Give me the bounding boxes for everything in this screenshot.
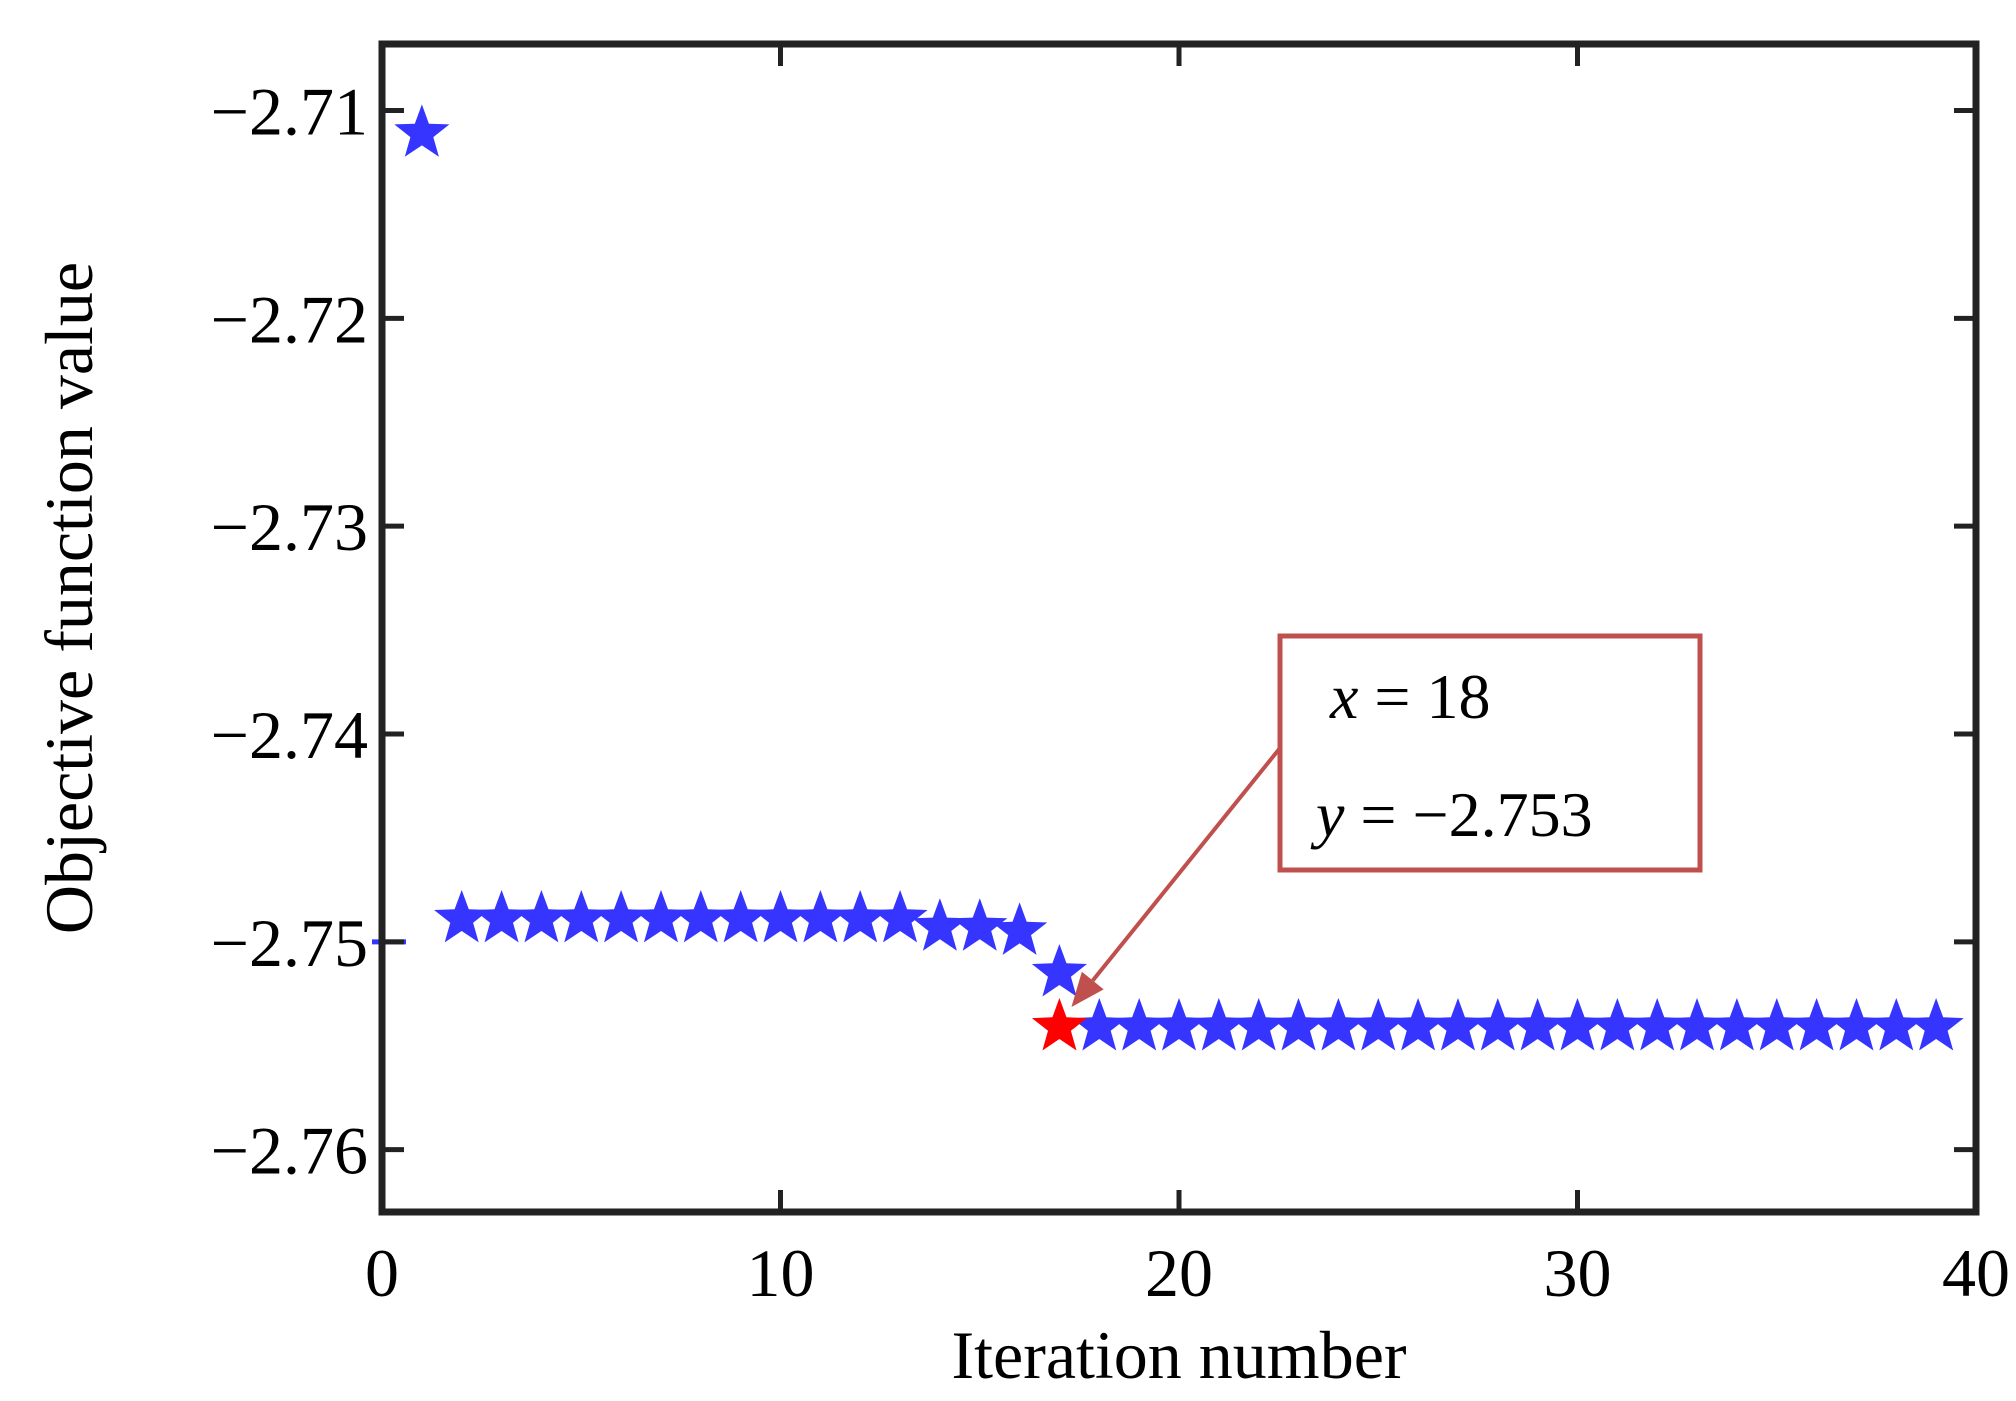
- annotation-arrow: [1091, 746, 1282, 982]
- x-tick-label: 20: [1145, 1235, 1213, 1311]
- data-point: [553, 890, 609, 943]
- data-point: [1310, 998, 1366, 1051]
- data-point: [1709, 998, 1765, 1051]
- data-point: [513, 890, 569, 943]
- data-point: [1111, 998, 1167, 1051]
- data-point: [633, 890, 689, 943]
- x-tick-label: 40: [1942, 1235, 2010, 1311]
- x-tick-label: 0: [365, 1235, 399, 1311]
- data-point: [474, 890, 530, 943]
- data-point: [1908, 998, 1964, 1051]
- data-point: [673, 890, 729, 943]
- annotation-y-value: = −2.753: [1344, 779, 1592, 850]
- data-point: [1749, 998, 1805, 1051]
- data-marks: [372, 104, 1964, 1051]
- y-tick-label: −2.71: [211, 74, 368, 150]
- annotation-y-var: y: [1310, 779, 1345, 850]
- data-point: [1071, 998, 1127, 1051]
- data-point: [1510, 998, 1566, 1051]
- data-point: [832, 890, 888, 943]
- data-point: [1549, 998, 1606, 1051]
- data-point: [1430, 998, 1486, 1051]
- annotation-x-value: = 18: [1358, 661, 1490, 732]
- data-point: [1789, 998, 1845, 1051]
- data-point: [593, 890, 649, 943]
- annotation-arrowhead: [1071, 971, 1104, 1008]
- data-point: [434, 890, 490, 943]
- x-tick-label: 10: [747, 1235, 815, 1311]
- y-tick-label: −2.72: [211, 281, 368, 357]
- annotation-callout: x = 18 y = −2.753: [1071, 633, 1703, 1008]
- data-point: [1151, 998, 1207, 1051]
- data-point: [394, 104, 450, 157]
- y-tick-label: −2.75: [211, 905, 368, 981]
- data-point: [872, 890, 928, 943]
- x-axis-ticks: 0 10 20 30 40: [365, 44, 2010, 1311]
- highlight-layer: [1031, 998, 1087, 1051]
- data-point: [1629, 998, 1685, 1051]
- data-point: [752, 890, 809, 943]
- data-point: [1589, 998, 1645, 1051]
- data-point: [1231, 998, 1287, 1051]
- data-point: [792, 890, 848, 943]
- data-point: [1828, 998, 1884, 1051]
- x-tick-label: 30: [1544, 1235, 1612, 1311]
- data-point: [992, 902, 1048, 955]
- data-point: [912, 898, 968, 951]
- data-point: [1390, 998, 1446, 1051]
- annotation-x-text: x = 18: [1329, 661, 1491, 732]
- data-point: [952, 898, 1008, 951]
- y-tick-label: −2.76: [211, 1113, 368, 1189]
- data-point: [1669, 998, 1725, 1051]
- y-axis-label: Objective function value: [31, 262, 107, 934]
- annotation-box: [1277, 633, 1703, 873]
- data-point: [1191, 998, 1247, 1051]
- data-point: [713, 890, 769, 943]
- data-point: [1350, 998, 1406, 1051]
- x-axis-label: Iteration number: [951, 1317, 1406, 1393]
- y-tick-label: −2.73: [211, 489, 368, 565]
- data-point: [1271, 998, 1327, 1051]
- annotation-x-var: x: [1329, 661, 1358, 732]
- highlight-point: [1031, 998, 1087, 1051]
- data-point: [1031, 944, 1087, 997]
- data-point: [1868, 998, 1924, 1051]
- y-axis-ticks: −2.71 −2.72 −2.73 −2.74 −2.75 −2.76: [211, 74, 1976, 1189]
- data-point: [1470, 998, 1526, 1051]
- y-tick-label: −2.74: [211, 697, 368, 773]
- annotation-y-text: y = −2.753: [1310, 779, 1593, 850]
